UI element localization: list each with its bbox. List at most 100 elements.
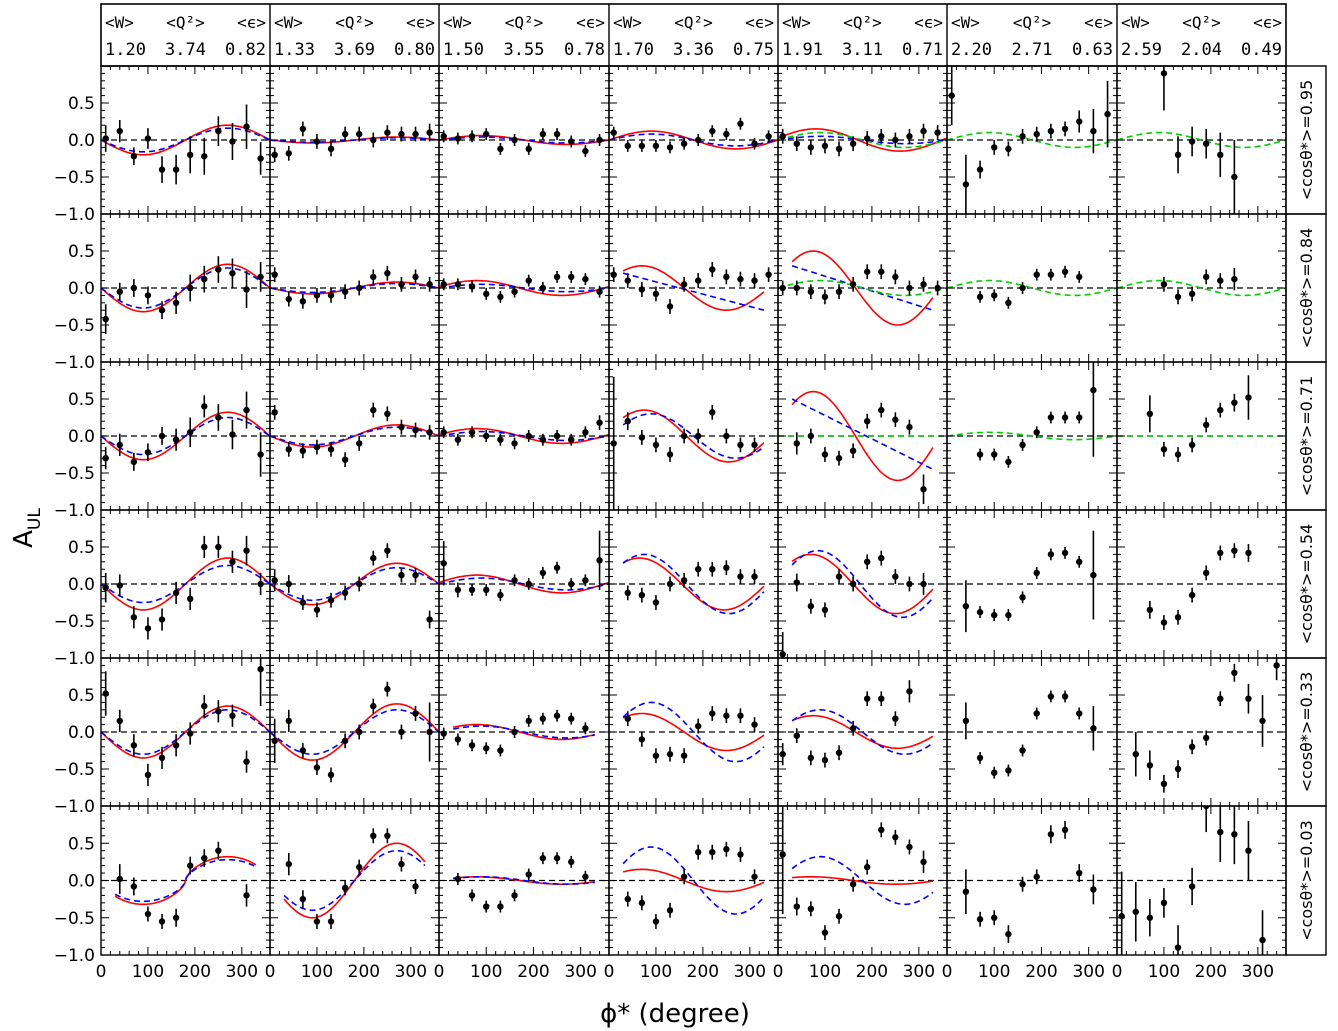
data-marker	[610, 440, 617, 447]
data-marker	[144, 135, 152, 142]
data-point	[511, 889, 518, 902]
data-marker	[1005, 299, 1012, 306]
data-marker	[102, 584, 109, 591]
data-marker	[878, 695, 885, 702]
data-marker	[341, 737, 349, 745]
data-point	[737, 271, 744, 287]
data-point	[412, 706, 419, 721]
data-marker	[539, 715, 547, 722]
data-marker	[158, 616, 166, 623]
data-marker	[709, 710, 716, 717]
data-marker	[821, 929, 829, 936]
data-point	[201, 265, 208, 293]
data-marker	[962, 181, 970, 188]
data-point	[878, 264, 885, 280]
data-marker	[1005, 458, 1012, 466]
panel-plot-area	[270, 265, 439, 309]
data-point	[1217, 273, 1224, 288]
data-marker	[596, 557, 603, 564]
data-marker	[497, 436, 504, 443]
data-point	[144, 128, 152, 149]
data-point	[144, 286, 152, 305]
data-marker	[285, 580, 292, 588]
data-point	[666, 141, 674, 154]
x-tick-label: 300	[903, 962, 935, 982]
model-curve-a	[622, 264, 765, 312]
data-point	[976, 160, 984, 179]
data-marker	[539, 284, 547, 292]
data-point	[525, 578, 532, 590]
data-marker	[102, 315, 109, 323]
y-tick-label: 0.5	[68, 538, 95, 558]
data-marker	[878, 554, 885, 562]
data-marker	[229, 558, 236, 565]
model-curve-a	[270, 703, 439, 761]
model-curve-b	[439, 430, 609, 442]
data-point	[327, 141, 335, 157]
data-point	[680, 428, 688, 444]
data-marker	[229, 712, 236, 719]
data-point	[130, 279, 138, 297]
data-marker	[680, 432, 688, 440]
data-point	[355, 280, 363, 296]
data-point	[878, 822, 885, 838]
data-marker	[821, 606, 829, 614]
data-point	[624, 412, 631, 431]
data-marker	[962, 603, 970, 610]
data-marker	[1076, 273, 1083, 281]
data-marker	[624, 895, 631, 903]
x-tick-label: 100	[470, 962, 502, 982]
model-curve-b	[439, 283, 609, 293]
data-marker	[568, 273, 575, 281]
data-point	[779, 743, 786, 766]
y-tick-label: −1.0	[54, 205, 95, 225]
data-marker	[582, 577, 589, 584]
data-marker	[737, 441, 744, 449]
data-point	[525, 430, 532, 442]
data-point	[130, 147, 138, 166]
data-point	[426, 702, 433, 762]
data-marker	[751, 573, 758, 580]
data-point	[652, 140, 660, 152]
data-marker	[525, 717, 532, 725]
model-curve-a	[453, 723, 596, 741]
data-marker	[398, 860, 405, 868]
model-curve-b	[453, 725, 595, 739]
data-marker	[793, 440, 800, 447]
data-point	[976, 911, 984, 927]
panel-r5-c6	[946, 657, 1118, 807]
model-curve-a	[791, 390, 934, 482]
data-point	[1231, 663, 1238, 682]
data-marker	[299, 747, 307, 754]
panel-plot-area	[779, 806, 934, 941]
model-curve-b	[778, 135, 947, 145]
data-point	[116, 709, 123, 732]
data-point	[751, 437, 758, 453]
data-point	[144, 617, 152, 640]
model-curve-b	[101, 127, 270, 153]
y-tick-label: −1.0	[54, 797, 95, 817]
data-marker	[384, 410, 391, 417]
data-point	[370, 550, 377, 566]
panel-plot-area	[778, 123, 947, 157]
data-point	[906, 680, 913, 703]
data-marker	[849, 447, 857, 454]
panel-plot-area	[962, 530, 1097, 633]
data-marker	[1188, 441, 1196, 449]
data-point	[158, 301, 166, 320]
data-point	[1090, 108, 1097, 154]
panel-plot-area	[101, 104, 270, 185]
data-marker	[709, 566, 716, 573]
data-point	[229, 122, 236, 160]
data-point	[102, 447, 109, 470]
data-point	[1202, 417, 1210, 433]
data-point	[680, 748, 688, 764]
data-point	[962, 869, 970, 915]
panel-plot-area	[101, 391, 270, 477]
data-point	[638, 732, 646, 747]
data-marker	[313, 443, 321, 451]
data-point	[934, 125, 941, 140]
data-point	[327, 441, 335, 457]
data-marker	[553, 432, 561, 440]
data-point	[215, 535, 222, 559]
